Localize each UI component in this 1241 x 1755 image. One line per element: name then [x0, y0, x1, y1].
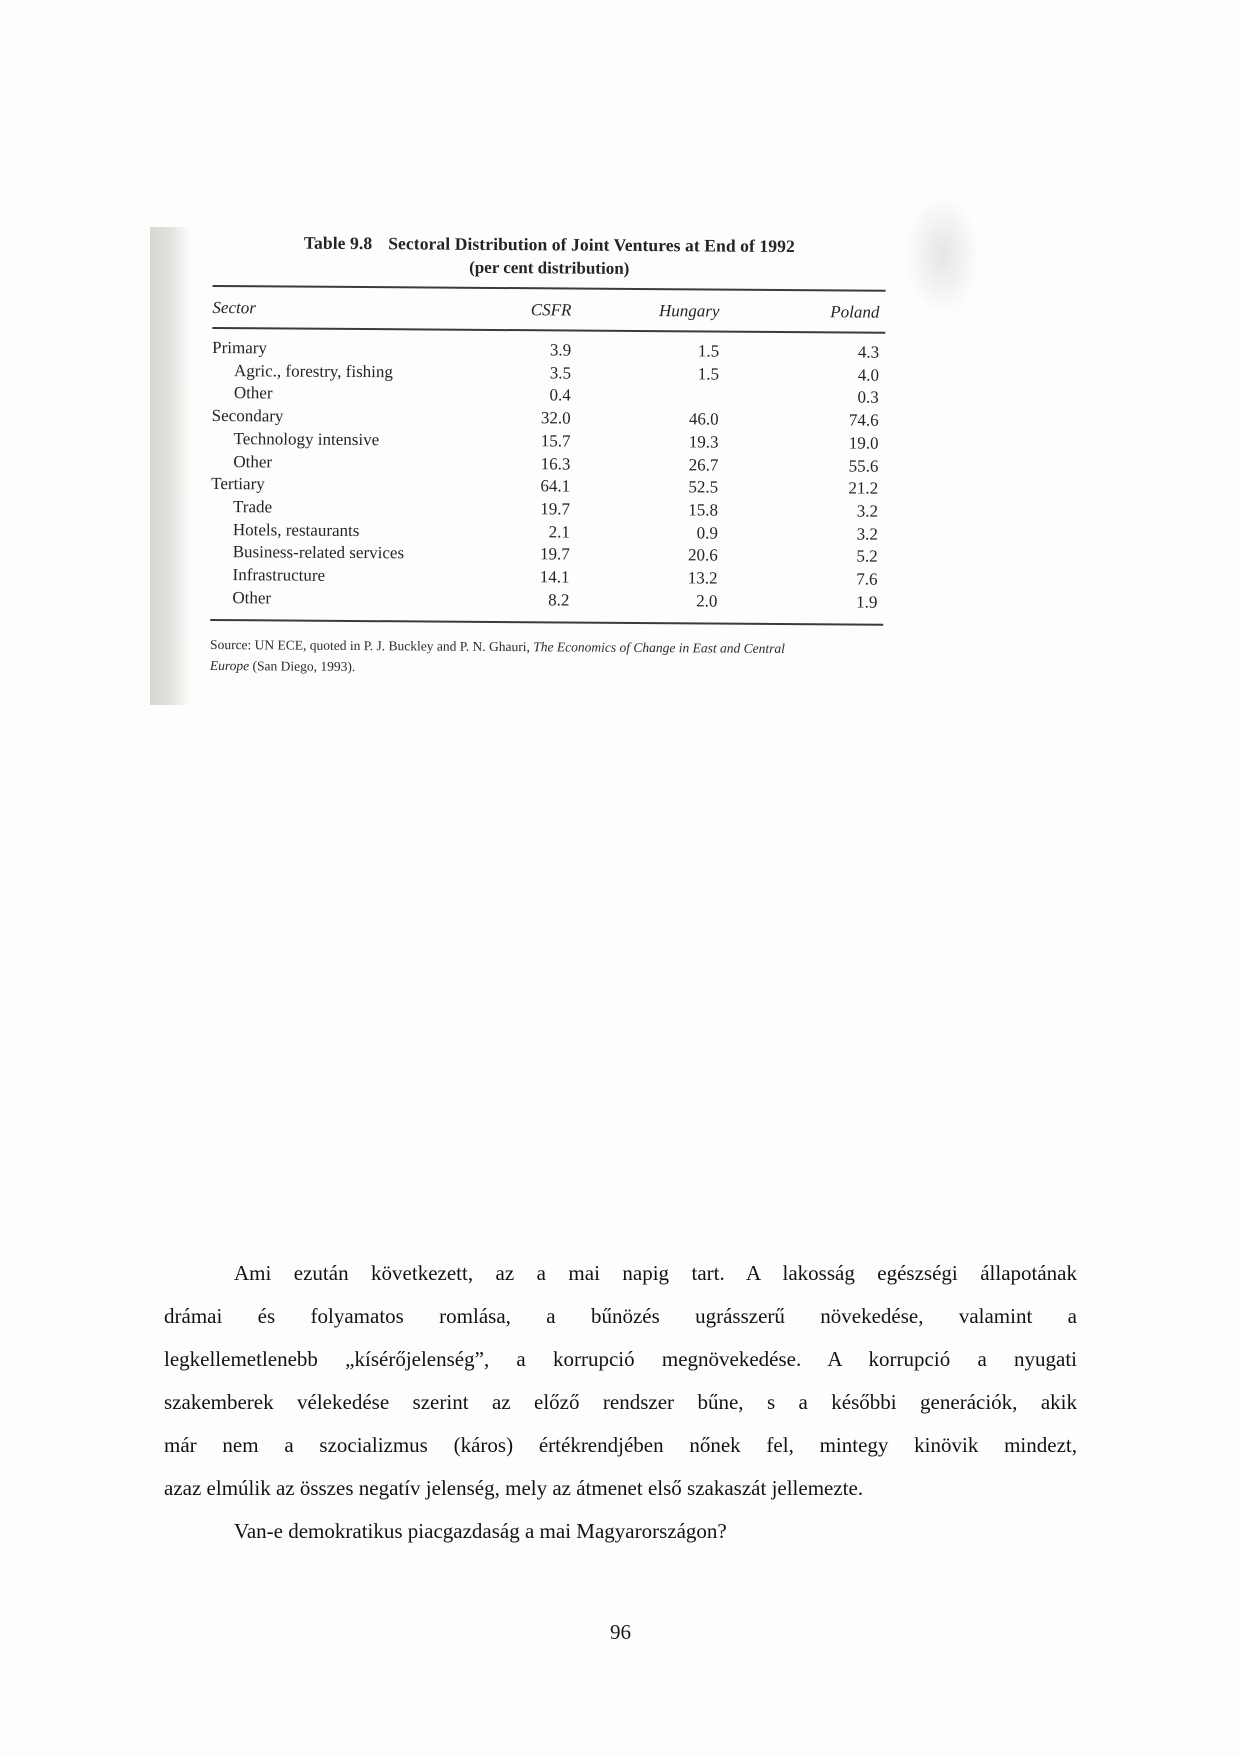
text-line: Van-e demokratikus piacgazdaság a mai Ma…: [234, 1519, 727, 1543]
source-title-italic-cont: Europe: [209, 658, 250, 674]
hungary-cell: 1.5: [697, 341, 720, 361]
table-body: Primary 3.9 1.5 4.3 Agric., forestry, fishin…: [210, 329, 885, 624]
text-line: már nem a szocializmus (káros) értékrend…: [164, 1433, 1077, 1457]
text-line: szakemberek vélekedése szerint az előző …: [164, 1390, 1077, 1414]
sector-cell: Infrastructure: [232, 565, 326, 585]
body-text: Ami ezután következett, az a mai napig t…: [164, 1252, 1077, 1553]
hungary-cell: [571, 385, 733, 409]
scan-edge-shadow: [150, 227, 190, 705]
csfr-cell: 32.0: [540, 408, 571, 428]
hungary-cell: 19.3: [688, 432, 719, 452]
table-subtitle: (per cent distribution): [469, 257, 630, 278]
sector-cell: Agric., forestry, fishing: [233, 360, 394, 381]
poland-cell: 7.6: [856, 569, 878, 589]
hungary-cell: 52.5: [688, 477, 719, 497]
table-source-note: Source: UN ECE, quoted in P. J. Buckley …: [210, 634, 883, 681]
poland-cell: 1.9: [856, 592, 878, 612]
text-line: drámai és folyamatos romlása, a bűnözés …: [164, 1304, 1077, 1328]
poland-cell: 74.6: [848, 410, 879, 430]
column-header-poland: Poland: [830, 302, 880, 322]
hungary-cell: 15.8: [688, 500, 719, 520]
sector-cell: Trade: [232, 497, 273, 517]
csfr-cell: 19.7: [540, 499, 571, 519]
column-header-hungary: Hungary: [658, 301, 720, 321]
source-text: Source: UN ECE, quoted in P. J. Buckley …: [210, 637, 534, 655]
hungary-cell: 46.0: [688, 409, 719, 429]
poland-cell: 3.2: [856, 501, 879, 521]
source-title-italic: The Economics of Change in East and Cent…: [533, 639, 785, 657]
csfr-cell: 15.7: [540, 431, 571, 451]
hungary-cell: 20.6: [687, 545, 718, 565]
text-line: Ami ezután következett, az a mai napig t…: [234, 1261, 1077, 1285]
poland-cell: 0.3: [857, 387, 879, 408]
table-label: Table 9.8: [303, 232, 373, 254]
sector-cell: Hotels, restaurants: [232, 519, 360, 540]
csfr-cell: 2.1: [548, 521, 570, 542]
poland-cell: 3.2: [856, 524, 878, 544]
csfr-cell: 14.1: [539, 567, 570, 587]
sector-cell: Technology intensive: [233, 428, 380, 449]
poland-cell: 21.2: [848, 478, 879, 498]
poland-cell: 4.0: [857, 365, 880, 385]
text-line: legkellemetlenebb „kísérőjelenség”, a ko…: [164, 1347, 1077, 1371]
sector-cell: Business-related services: [232, 542, 405, 563]
page-number: 96: [610, 1620, 631, 1644]
table-header-row: Sector CSFR Hungary Poland: [212, 287, 885, 332]
poland-cell: 19.0: [848, 433, 879, 453]
source-line-2: Europe (San Diego, 1993).: [210, 655, 883, 681]
sector-cell: Secondary: [211, 406, 284, 426]
sector-cell: Other: [232, 587, 272, 608]
scan-smudge: [905, 195, 980, 315]
table-heading: Sectoral Distribution of Joint Ventures …: [388, 233, 795, 257]
table-title: Table 9.8 Sectoral Distribution of Joint …: [213, 232, 886, 258]
csfr-cell: 8.2: [548, 590, 570, 610]
poland-cell: 5.2: [856, 546, 878, 566]
hungary-cell: 26.7: [688, 454, 719, 475]
column-header-csfr: CSFR: [530, 300, 572, 320]
csfr-cell: 0.4: [549, 385, 571, 405]
csfr-cell: 64.1: [540, 476, 571, 496]
hungary-cell: 0.9: [696, 523, 718, 543]
column-header-sector: Sector: [212, 297, 256, 318]
sector-cell: Tertiary: [211, 474, 265, 494]
csfr-cell: 3.9: [549, 340, 572, 360]
hungary-cell: 13.2: [687, 568, 718, 588]
sector-cell: Other: [233, 383, 273, 403]
poland-cell: 4.3: [857, 342, 880, 362]
table-row: Other 8.2 2.0 1.9: [210, 587, 883, 614]
sector-cell: Other: [233, 451, 273, 471]
text-line: azaz elmúlik az összes negatív jelenség,…: [164, 1476, 864, 1500]
table-9-8: Table 9.8 Sectoral Distribution of Joint …: [210, 228, 886, 681]
poland-cell: 55.6: [848, 455, 879, 476]
csfr-cell: 16.3: [540, 453, 571, 474]
source-text-cont: (San Diego, 1993).: [249, 658, 356, 675]
sector-cell: Primary: [212, 337, 268, 358]
hungary-cell: 1.5: [697, 364, 720, 384]
csfr-cell: 19.7: [539, 544, 570, 564]
hungary-cell: 2.0: [696, 591, 718, 611]
csfr-cell: 3.5: [549, 363, 572, 383]
